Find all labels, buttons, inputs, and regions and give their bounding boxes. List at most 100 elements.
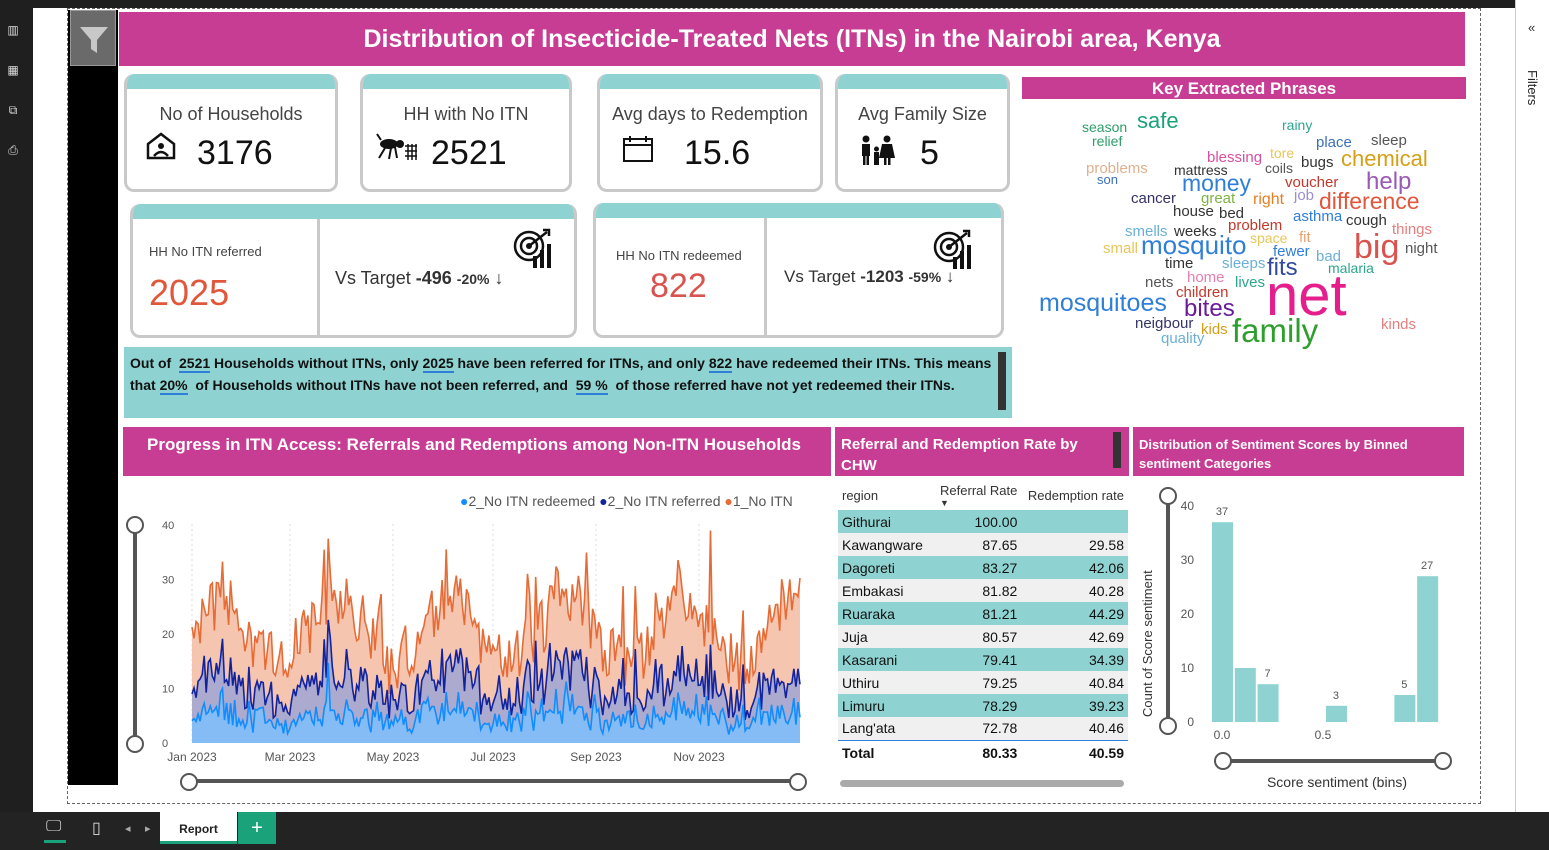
wordcloud-word[interactable]: net: [1266, 263, 1347, 328]
wordcloud-word[interactable]: season: [1082, 119, 1128, 135]
wordcloud-word[interactable]: sleep: [1371, 132, 1407, 149]
table-row[interactable]: Limuru 78.29 39.23: [838, 694, 1128, 717]
collapse-chevron-icon[interactable]: «: [1528, 20, 1536, 35]
referred-card[interactable]: HH No ITN referred 2025 Vs Target -496 -…: [130, 204, 577, 338]
y-zoom-handle-bottom-2[interactable]: [1159, 717, 1177, 735]
wordcloud-word[interactable]: help: [1366, 168, 1412, 195]
table-row[interactable]: Dagoreti 83.27 42.06: [838, 556, 1128, 579]
wordcloud-word[interactable]: children: [1176, 284, 1229, 301]
series-redeemed-line[interactable]: [191, 663, 801, 737]
wordcloud-word[interactable]: bad: [1316, 248, 1342, 265]
y-zoom-slider[interactable]: [133, 518, 137, 746]
wordcloud-word[interactable]: smells: [1125, 223, 1168, 240]
x-zoom-handle-right[interactable]: [789, 773, 807, 791]
wordcloud-word[interactable]: things: [1392, 221, 1433, 238]
add-page-button[interactable]: +: [238, 812, 276, 844]
wordcloud-word[interactable]: cancer: [1131, 190, 1177, 207]
table-view-icon[interactable]: ▦: [7, 63, 19, 77]
wordcloud-word[interactable]: place: [1316, 134, 1352, 151]
kpi-households-card[interactable]: No of Households 3176: [124, 74, 338, 192]
wordcloud-word[interactable]: mosquitoes: [1039, 289, 1167, 317]
wordcloud-word[interactable]: quality: [1161, 330, 1205, 347]
x-zoom-handle-left-2[interactable]: [1214, 752, 1232, 770]
wordcloud-word[interactable]: sleeps: [1222, 255, 1266, 272]
prev-page-icon[interactable]: ◂: [125, 823, 131, 835]
wordcloud-word[interactable]: mosquito: [1141, 230, 1247, 260]
col-redemption-rate[interactable]: Redemption rate: [1027, 487, 1124, 503]
dax-query-icon[interactable]: ⎙: [8, 143, 18, 157]
table-row[interactable]: Juja 80.57 42.69: [838, 625, 1128, 648]
table-h-scrollbar[interactable]: [840, 780, 1124, 787]
col-referral-rate[interactable]: Referral Rate ▼: [940, 482, 1018, 508]
sentiment-bar[interactable]: [1257, 684, 1279, 722]
wordcloud-word[interactable]: small: [1103, 240, 1139, 257]
wordcloud-word[interactable]: tore: [1270, 145, 1295, 161]
table-row[interactable]: Embakasi 81.82 40.28: [838, 579, 1128, 602]
wordcloud-word[interactable]: fewer: [1273, 243, 1310, 260]
wordcloud-word[interactable]: son: [1097, 172, 1118, 187]
wordcloud-word[interactable]: home: [1187, 269, 1225, 286]
filters-label[interactable]: Filters: [1525, 70, 1540, 106]
kpi-no-itn-card[interactable]: HH with No ITN 2521: [360, 74, 572, 192]
table-row[interactable]: Ruaraka 81.21 44.29: [838, 602, 1128, 625]
wordcloud-word[interactable]: relief: [1092, 133, 1123, 149]
wordcloud-word[interactable]: problems: [1086, 160, 1148, 177]
wordcloud-word[interactable]: difference: [1319, 188, 1420, 214]
wordcloud-word[interactable]: money: [1182, 170, 1252, 196]
wordcloud-word[interactable]: house: [1173, 203, 1214, 220]
y-zoom-handle-top-2[interactable]: [1159, 487, 1177, 505]
sentiment-bar[interactable]: [1212, 522, 1233, 722]
sentiment-bar-chart[interactable]: 0 10 20 30 40 Count of Score sentiment 37 7 3 5 27…: [1134, 490, 1464, 795]
tab-report[interactable]: Report: [160, 812, 237, 844]
sentiment-bar[interactable]: [1325, 705, 1347, 722]
wordcloud-word[interactable]: safe: [1137, 108, 1179, 133]
table-row[interactable]: Lang'ata 72.78 40.46: [838, 717, 1128, 740]
table-row[interactable]: Githurai 100.00: [838, 510, 1128, 533]
table-row[interactable]: Kawangware 87.65 29.58: [838, 533, 1128, 556]
wordcloud-word[interactable]: bites: [1184, 295, 1235, 322]
sentiment-bar[interactable]: [1234, 668, 1256, 722]
x-zoom-handle-right-2[interactable]: [1434, 752, 1452, 770]
wordcloud-word[interactable]: right: [1253, 191, 1285, 208]
wordcloud-word[interactable]: family: [1232, 312, 1319, 349]
wordcloud-word[interactable]: big: [1354, 228, 1400, 266]
x-zoom-slider[interactable]: [190, 779, 798, 783]
col-region[interactable]: region: [842, 487, 879, 503]
wordcloud-word[interactable]: chemical: [1341, 146, 1428, 171]
wordcloud-word[interactable]: job: [1294, 187, 1315, 204]
series-no-itn-line[interactable]: [191, 530, 801, 694]
wordcloud-word[interactable]: lives: [1235, 274, 1266, 291]
y-zoom-handle-top[interactable]: [126, 516, 144, 534]
sentiment-bar[interactable]: [1394, 695, 1416, 722]
wordcloud-word[interactable]: problem: [1228, 217, 1283, 234]
chw-table[interactable]: region Referral Rate ▼ Redemption rate Gi…: [838, 480, 1128, 766]
model-view-icon[interactable]: ⧉: [8, 103, 18, 117]
sentiment-bar[interactable]: [1417, 576, 1439, 722]
kpi-family-card[interactable]: Avg Family Size 5: [835, 74, 1010, 192]
wordcloud-word[interactable]: neigbour: [1135, 315, 1194, 332]
wordcloud-word[interactable]: night: [1405, 240, 1438, 257]
wordcloud-word[interactable]: kids: [1201, 321, 1228, 338]
wordcloud-word[interactable]: blessing: [1207, 149, 1263, 166]
redeemed-card[interactable]: HH No ITN redeemed 822 Vs Target -1203 -…: [593, 203, 1004, 338]
wordcloud-word[interactable]: rainy: [1282, 117, 1313, 133]
wordcloud-word[interactable]: fits: [1267, 254, 1298, 281]
mobile-view-icon[interactable]: ▯: [92, 820, 101, 837]
wordcloud-word[interactable]: bugs: [1301, 154, 1334, 171]
x-zoom-handle-left[interactable]: [180, 773, 198, 791]
x-zoom-slider-2[interactable]: [1222, 759, 1444, 763]
wordcloud-word[interactable]: coils: [1265, 160, 1294, 176]
y-zoom-handle-bottom[interactable]: [126, 735, 144, 753]
wordcloud-word[interactable]: asthma: [1293, 208, 1343, 225]
series-referred-line[interactable]: [191, 619, 801, 720]
wordcloud-word[interactable]: great: [1201, 190, 1236, 207]
wordcloud-word[interactable]: voucher: [1285, 174, 1339, 191]
table-row[interactable]: Kasarani 79.41 34.39: [838, 648, 1128, 671]
wordcloud-word[interactable]: mattress: [1174, 162, 1228, 178]
wordcloud-word[interactable]: nets: [1145, 274, 1174, 291]
table-row[interactable]: Uthiru 79.25 40.84: [838, 671, 1128, 694]
wordcloud-word[interactable]: fit: [1299, 229, 1311, 246]
y-zoom-slider-2[interactable]: [1166, 494, 1170, 726]
kpi-days-card[interactable]: Avg days to Redemption 15.6: [597, 74, 823, 192]
